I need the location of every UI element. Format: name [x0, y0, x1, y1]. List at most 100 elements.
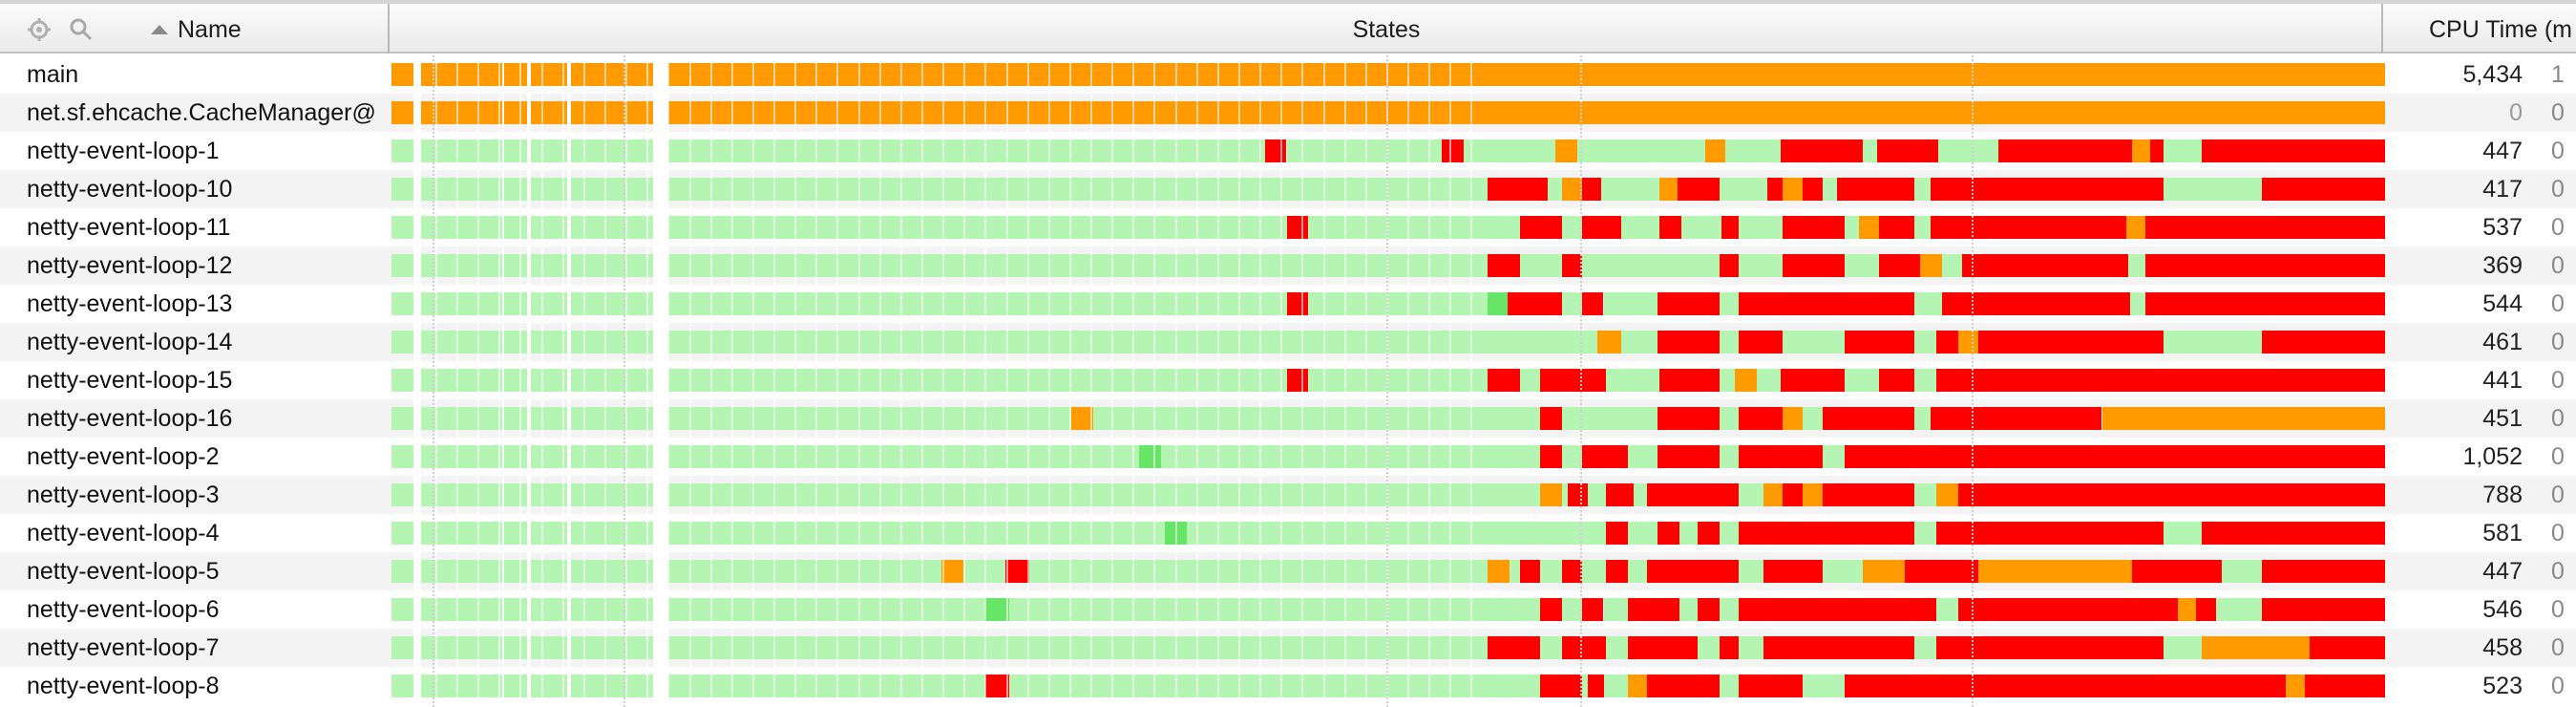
- search-icon[interactable]: [69, 17, 94, 42]
- thread-state-timeline[interactable]: [391, 208, 2385, 246]
- sample-tick: [1026, 399, 1029, 438]
- table-row[interactable]: netty-event-loop-13 544 0: [0, 285, 2576, 323]
- thread-state-timeline[interactable]: [391, 590, 2385, 629]
- thread-state-timeline[interactable]: [391, 399, 2385, 438]
- state-segment-blocked: [1697, 522, 1720, 545]
- thread-name: netty-event-loop-2: [27, 443, 220, 470]
- thread-state-timeline[interactable]: [391, 246, 2385, 285]
- thread-state-timeline[interactable]: [391, 552, 2385, 590]
- sample-tick: [1322, 476, 1325, 514]
- state-segment-blocked: [1936, 522, 2164, 545]
- sample-tick: [899, 552, 902, 590]
- table-row[interactable]: netty-event-loop-2 1,052 0: [0, 438, 2576, 476]
- sample-tick: [561, 208, 564, 246]
- thread-state-timeline[interactable]: [391, 285, 2385, 323]
- sample-tick: [1407, 55, 1410, 94]
- sample-tick: [709, 552, 712, 590]
- table-row[interactable]: netty-event-loop-12 369 0: [0, 246, 2576, 285]
- sample-tick: [1470, 55, 1473, 94]
- sample-tick: [1301, 208, 1304, 246]
- sample-tick: [1216, 361, 1219, 399]
- sample-tick: [1280, 590, 1283, 629]
- state-segment-running: [1914, 522, 1937, 545]
- thread-state-timeline[interactable]: [391, 170, 2385, 208]
- sample-tick: [751, 514, 754, 552]
- sample-tick: [561, 132, 564, 170]
- timeline-gap: [566, 285, 571, 323]
- thread-state-timeline[interactable]: [391, 514, 2385, 552]
- table-row[interactable]: netty-event-loop-16 451 0: [0, 399, 2576, 438]
- sample-tick: [1174, 208, 1177, 246]
- sample-tick: [434, 361, 437, 399]
- sample-tick: [1195, 323, 1198, 361]
- table-row[interactable]: netty-event-loop-3 788 0: [0, 476, 2576, 514]
- sample-tick: [942, 438, 945, 476]
- table-row[interactable]: main 5,434 1: [0, 55, 2576, 94]
- sample-tick: [878, 361, 881, 399]
- table-row[interactable]: netty-event-loop-4 581 0: [0, 514, 2576, 552]
- state-segment-blocked: [1677, 178, 1720, 201]
- table-row[interactable]: netty-event-loop-8 523 0: [0, 667, 2576, 705]
- sample-tick: [1322, 399, 1325, 438]
- table-row[interactable]: netty-event-loop-10 417 0: [0, 170, 2576, 208]
- sample-tick: [878, 246, 881, 285]
- thread-state-timeline[interactable]: [391, 476, 2385, 514]
- state-segment-running: [1719, 675, 1740, 697]
- sample-tick: [625, 476, 628, 514]
- table-row[interactable]: netty-event-loop-5 447 0: [0, 552, 2576, 590]
- table-row[interactable]: netty-event-loop-11 537 0: [0, 208, 2576, 246]
- sample-tick: [857, 323, 860, 361]
- states-column-header[interactable]: States: [390, 4, 2383, 54]
- thread-state-timeline[interactable]: [391, 629, 2385, 667]
- sample-tick: [1216, 438, 1219, 476]
- sample-tick: [561, 399, 564, 438]
- thread-state-timeline[interactable]: [391, 438, 2385, 476]
- table-row[interactable]: netty-event-loop-15 441 0: [0, 361, 2576, 399]
- sample-tick: [984, 552, 987, 590]
- sample-tick: [434, 667, 437, 705]
- thread-table[interactable]: main 5,434 1 net.sf.ehcache.CacheManager@ 0 0…: [0, 55, 2576, 705]
- sample-tick: [1259, 667, 1262, 705]
- sample-tick: [519, 285, 522, 323]
- state-segment-blocked: [1286, 216, 1309, 239]
- sample-tick: [899, 667, 902, 705]
- state-segment-running: [391, 445, 1139, 468]
- table-row[interactable]: netty-event-loop-1 447 0: [0, 132, 2576, 170]
- thread-state-timeline[interactable]: [391, 323, 2385, 361]
- table-row[interactable]: netty-event-loop-14 461 0: [0, 323, 2576, 361]
- state-segment-blocked: [1657, 522, 1679, 545]
- sort-ascending-icon[interactable]: [151, 25, 168, 34]
- sample-tick: [1280, 246, 1283, 285]
- thread-state-timeline[interactable]: [391, 361, 2385, 399]
- sample-tick: [1428, 590, 1431, 629]
- state-segment-blocked: [1581, 445, 1628, 468]
- sample-tick: [582, 399, 585, 438]
- sample-tick: [477, 132, 480, 170]
- table-row[interactable]: netty-event-loop-7 458 0: [0, 629, 2576, 667]
- sample-tick: [857, 361, 860, 399]
- state-segment-running: [1603, 292, 1658, 315]
- state-segment-running: [1914, 636, 1937, 659]
- state-segment-blocked: [2305, 675, 2385, 697]
- table-row[interactable]: net.sf.ehcache.CacheManager@ 0 0: [0, 94, 2576, 132]
- cpu-time-column-header[interactable]: CPU Time (m: [2383, 4, 2576, 54]
- timeline-gap: [526, 208, 532, 246]
- sample-tick: [773, 208, 776, 246]
- name-column-header[interactable]: Name: [0, 4, 390, 54]
- state-segment-running: [2164, 636, 2202, 659]
- thread-state-timeline[interactable]: [391, 94, 2385, 132]
- gear-icon[interactable]: [27, 17, 52, 42]
- state-segment-waiting: [2101, 407, 2385, 430]
- state-segment-blocked: [1845, 445, 2385, 468]
- timeline-gap: [566, 629, 571, 667]
- sample-tick: [456, 552, 459, 590]
- sample-tick: [1026, 629, 1029, 667]
- thread-state-timeline[interactable]: [391, 132, 2385, 170]
- state-segment-running: [1914, 292, 1943, 315]
- state-segment-blocked: [1697, 598, 1720, 621]
- table-row[interactable]: netty-event-loop-6 546 0: [0, 590, 2576, 629]
- sample-tick: [1195, 476, 1198, 514]
- thread-state-timeline[interactable]: [391, 55, 2385, 94]
- thread-state-timeline[interactable]: [391, 667, 2385, 705]
- sample-tick: [942, 514, 945, 552]
